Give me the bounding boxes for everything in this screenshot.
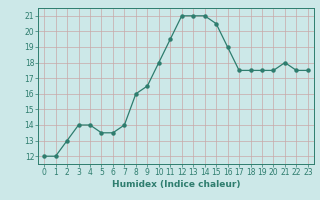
X-axis label: Humidex (Indice chaleur): Humidex (Indice chaleur) — [112, 180, 240, 189]
